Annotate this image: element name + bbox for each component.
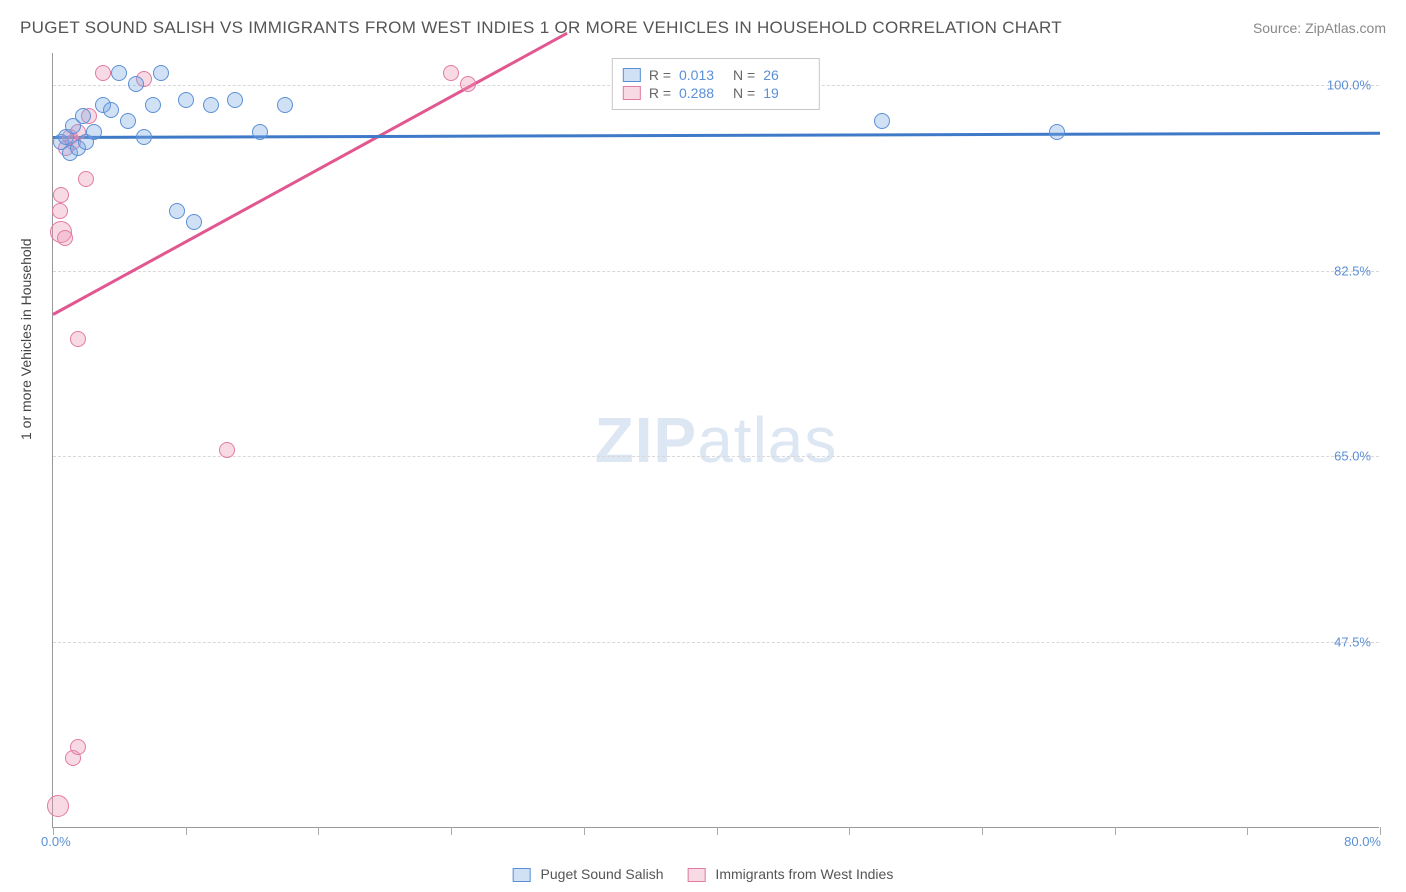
x-tick (584, 827, 585, 835)
data-point (460, 76, 476, 92)
y-axis-title: 1 or more Vehicles in Household (18, 238, 34, 440)
data-point (128, 76, 144, 92)
chart-title: PUGET SOUND SALISH VS IMMIGRANTS FROM WE… (20, 18, 1062, 38)
gridline (53, 642, 1379, 643)
legend-item-pink: Immigrants from West Indies (688, 866, 894, 882)
data-point (443, 65, 459, 81)
x-tick (451, 827, 452, 835)
data-point (95, 65, 111, 81)
plot-area: ZIPatlas R = 0.013 N = 26 R = 0.288 N = … (52, 53, 1379, 828)
data-point (1049, 124, 1065, 140)
data-point (252, 124, 268, 140)
x-tick (717, 827, 718, 835)
data-point (70, 739, 86, 755)
x-tick (1115, 827, 1116, 835)
x-tick (1247, 827, 1248, 835)
x-tick (318, 827, 319, 835)
x-min-label: 0.0% (41, 834, 71, 849)
stats-legend: R = 0.013 N = 26 R = 0.288 N = 19 (612, 58, 820, 110)
data-point (277, 97, 293, 113)
y-tick-label: 47.5% (1334, 635, 1371, 650)
stats-row-blue: R = 0.013 N = 26 (623, 67, 809, 83)
x-tick (53, 827, 54, 835)
watermark: ZIPatlas (595, 403, 838, 477)
swatch-blue (513, 868, 531, 882)
y-tick-label: 82.5% (1334, 263, 1371, 278)
gridline (53, 271, 1379, 272)
x-tick (186, 827, 187, 835)
y-tick-label: 100.0% (1327, 77, 1371, 92)
swatch-blue (623, 68, 641, 82)
data-point (86, 124, 102, 140)
data-point (75, 108, 91, 124)
x-max-label: 80.0% (1344, 834, 1381, 849)
data-point (136, 129, 152, 145)
data-point (70, 331, 86, 347)
x-tick (1380, 827, 1381, 835)
gridline (53, 456, 1379, 457)
data-point (219, 442, 235, 458)
y-tick-label: 65.0% (1334, 449, 1371, 464)
data-point (103, 102, 119, 118)
series-legend: Puget Sound Salish Immigrants from West … (513, 866, 894, 882)
data-point (874, 113, 890, 129)
data-point (169, 203, 185, 219)
x-tick (982, 827, 983, 835)
swatch-pink (688, 868, 706, 882)
data-point (111, 65, 127, 81)
source-label: Source: ZipAtlas.com (1253, 20, 1386, 36)
data-point (186, 214, 202, 230)
data-point (145, 97, 161, 113)
trend-line (52, 32, 568, 316)
swatch-pink (623, 86, 641, 100)
data-point (47, 795, 69, 817)
data-point (78, 171, 94, 187)
stats-row-pink: R = 0.288 N = 19 (623, 85, 809, 101)
data-point (203, 97, 219, 113)
legend-item-blue: Puget Sound Salish (513, 866, 664, 882)
data-point (53, 187, 69, 203)
data-point (57, 230, 73, 246)
data-point (120, 113, 136, 129)
data-point (178, 92, 194, 108)
x-tick (849, 827, 850, 835)
data-point (52, 203, 68, 219)
data-point (227, 92, 243, 108)
data-point (153, 65, 169, 81)
